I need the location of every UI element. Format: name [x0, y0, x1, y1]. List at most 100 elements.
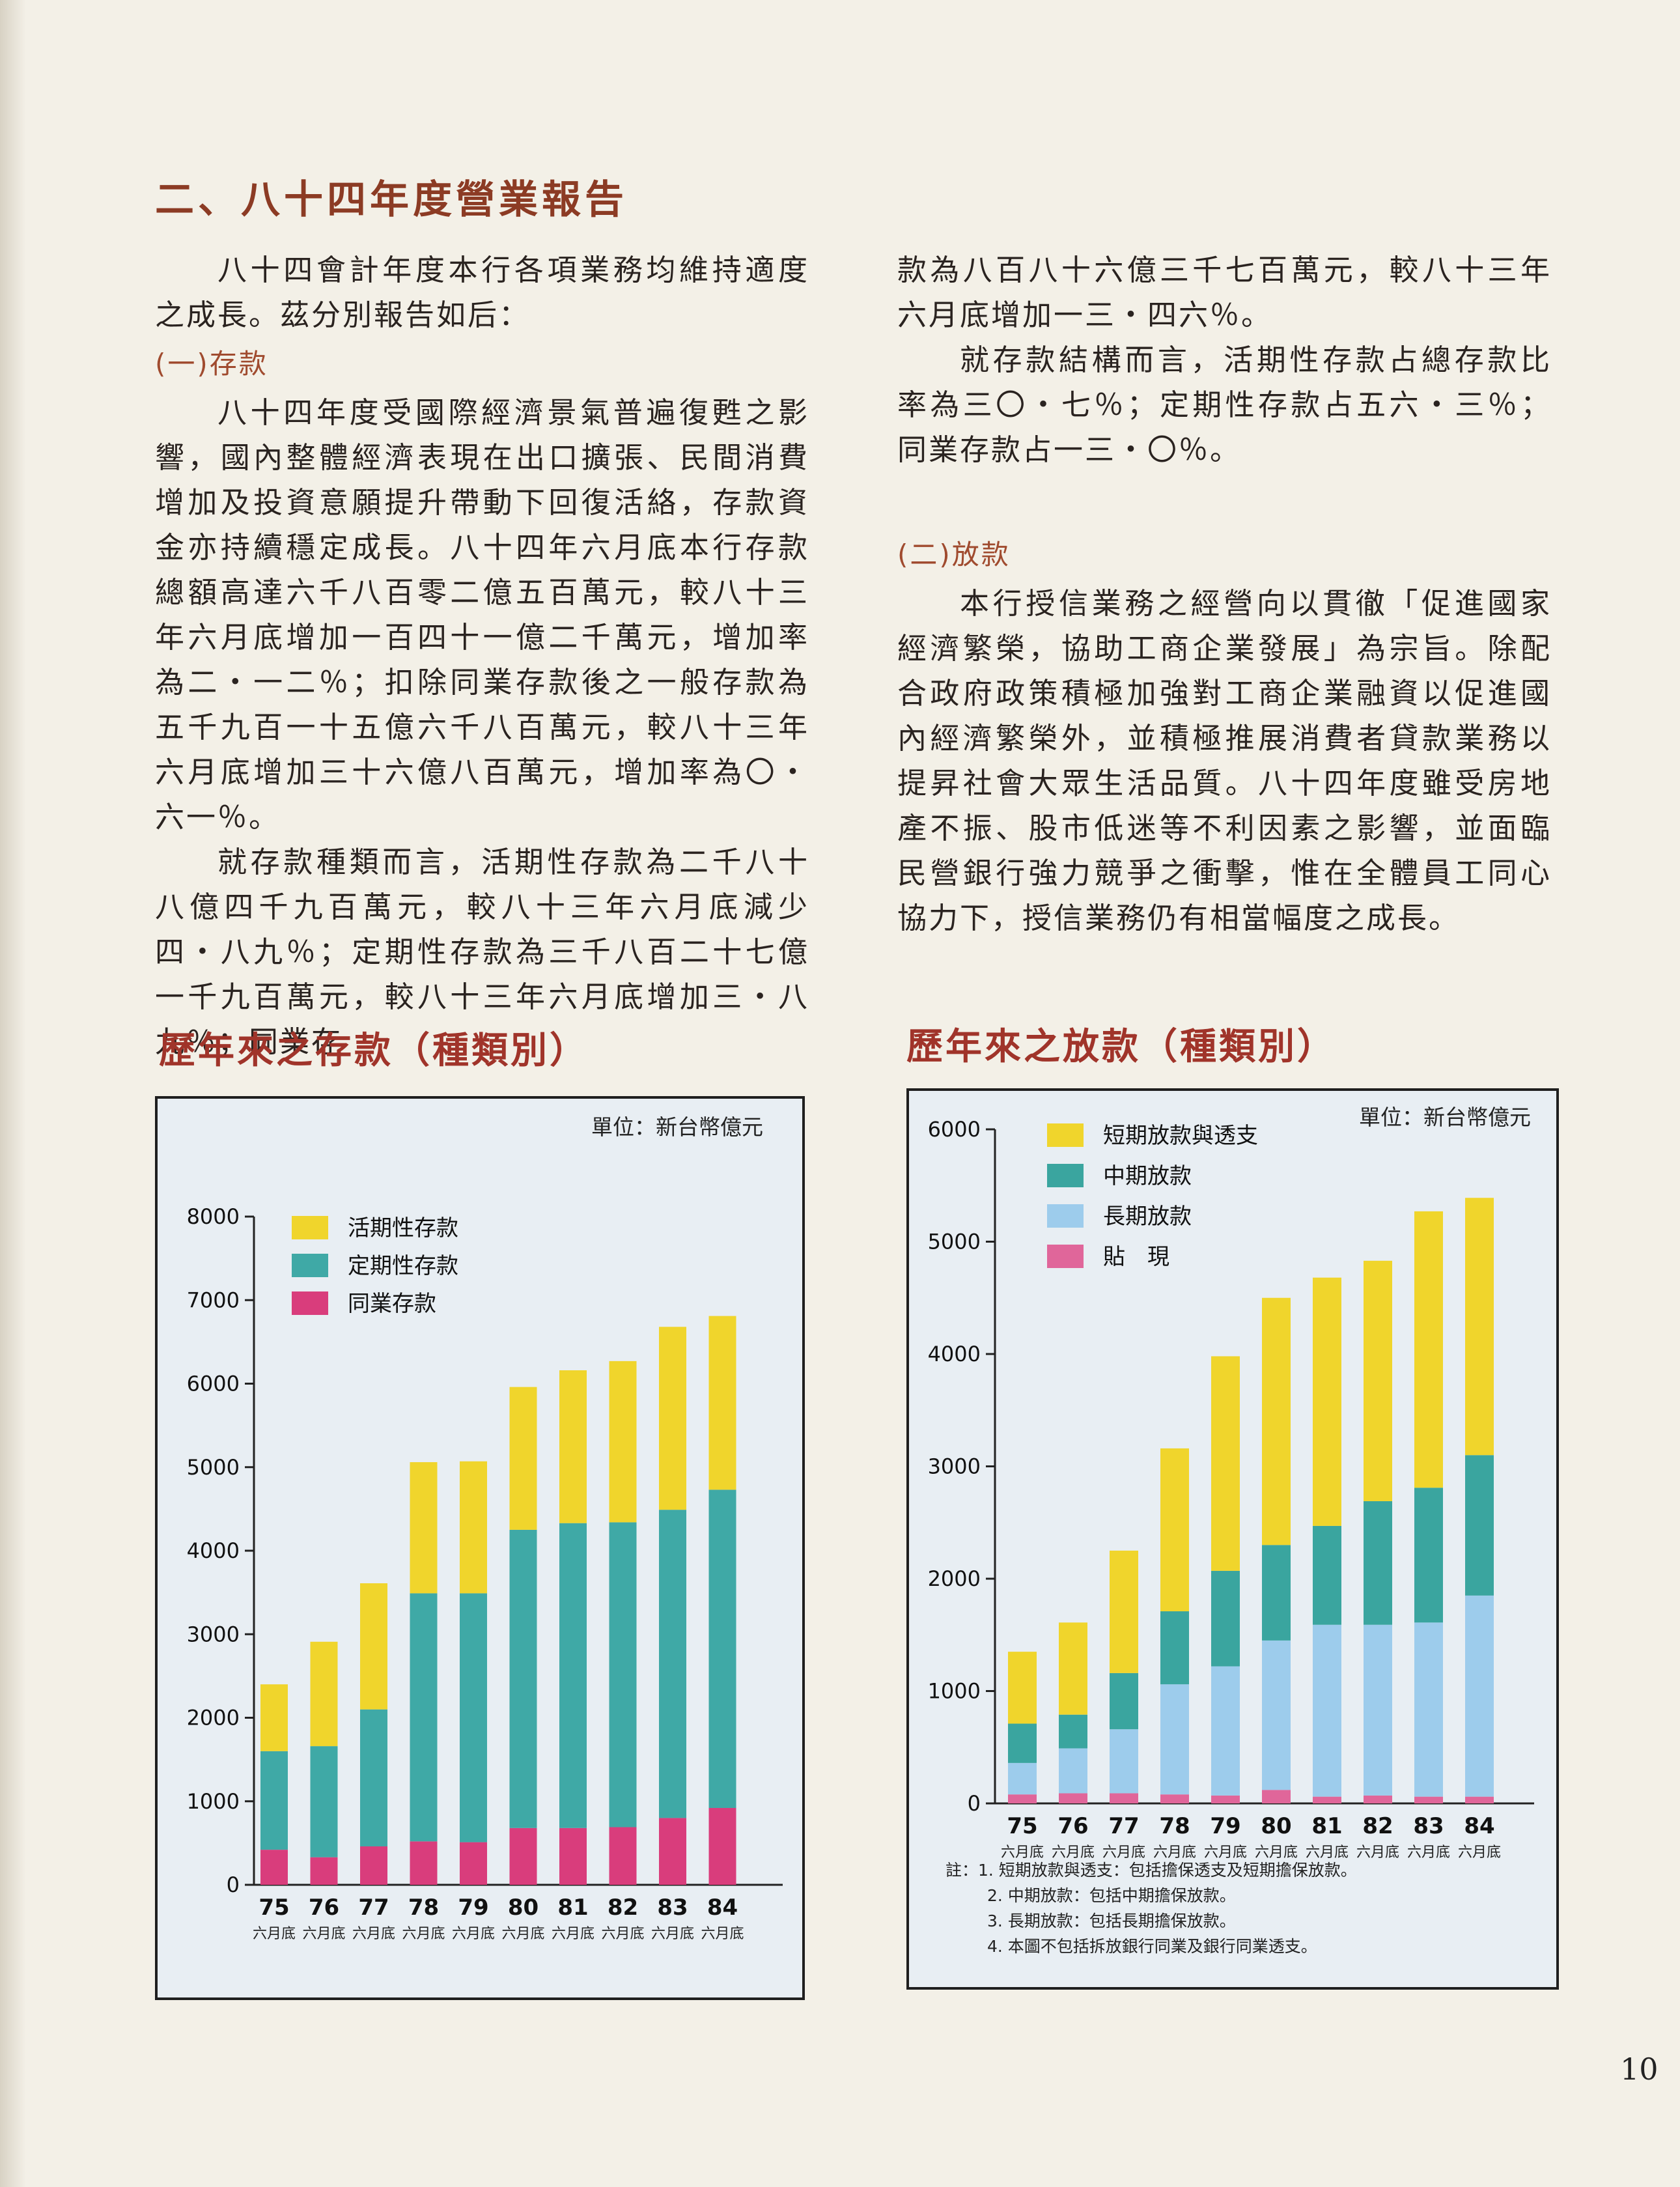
bar-segment [1211, 1795, 1240, 1803]
legend-swatch [292, 1216, 328, 1239]
deposit-subheading: (一)存款 [155, 348, 268, 380]
bar-segment [1160, 1684, 1189, 1795]
x-tick-label: 77 [358, 1895, 389, 1921]
intro-paragraph: 八十四會計年度本行各項業務均維持適度之成長。茲分別報告如后： [155, 253, 809, 332]
legend-label: 活期性存款 [348, 1215, 458, 1241]
deposit-chart-svg: 單位：新台幣億元 0 1000 2000 3000 4000 5000 6000 7000 800… [187, 1114, 783, 1942]
x-tick-sublabel: 六月底 [1153, 1844, 1196, 1861]
bar-segment [559, 1827, 587, 1885]
x-tick-sublabel: 六月底 [701, 1926, 744, 1942]
x-tick-sublabel: 六月底 [1407, 1844, 1450, 1861]
bar-segment [509, 1827, 537, 1885]
chart-note: 4. 本圖不包括拆放銀行同業及銀行同業透支。 [987, 1937, 1317, 1956]
bar-segment [1059, 1622, 1087, 1715]
bar-segment [410, 1593, 438, 1842]
left-text-column: 八十四會計年度本行各項業務均維持適度之成長。茲分別報告如后： (一)存款 八十四… [155, 247, 809, 1064]
x-tick-sublabel: 六月底 [1052, 1844, 1095, 1861]
page-number: 10 [1620, 2052, 1659, 2087]
bar-segment [1110, 1793, 1138, 1803]
loan-chart: 單位：新台幣億元 0 1000 2000 3000 4000 5000 6000 75 六月底 76… [906, 1088, 1559, 1990]
bar-segment [310, 1857, 338, 1885]
deposit-chart: 單位：新台幣億元 0 1000 2000 3000 4000 5000 6000 7000 800… [155, 1096, 805, 2000]
bar-segment [1414, 1488, 1443, 1623]
x-tick-sublabel: 六月底 [1001, 1844, 1044, 1861]
page-binding-shadow [0, 0, 26, 2187]
y-tick-label: 5000 [928, 1230, 981, 1254]
loan-chart-title: 歷年來之放款（種類別） [906, 1026, 1336, 1068]
bar-segment [1262, 1297, 1291, 1545]
x-tick-sublabel: 六月底 [1458, 1844, 1501, 1861]
y-tick-label: 8000 [187, 1204, 240, 1229]
x-tick-label: 81 [557, 1895, 588, 1921]
bar-segment [410, 1841, 438, 1885]
bar-segment [1211, 1356, 1240, 1571]
bar-segment [1008, 1762, 1037, 1795]
bar-segment [708, 1489, 736, 1809]
bar-segment [1059, 1714, 1087, 1749]
bar-segment [1008, 1652, 1037, 1724]
bar-segment [1110, 1550, 1138, 1673]
y-tick-label: 1000 [928, 1679, 981, 1704]
y-tick-label: 6000 [187, 1372, 240, 1396]
bar-segment [1211, 1666, 1240, 1796]
bar-segment [609, 1827, 637, 1885]
x-tick-sublabel: 六月底 [1306, 1844, 1349, 1861]
loan-subheading: (二)放款 [897, 539, 1011, 571]
bar-segment [1110, 1729, 1138, 1794]
x-tick-sublabel: 六月底 [1356, 1844, 1399, 1861]
bar-segment [460, 1842, 487, 1885]
x-tick-sublabel: 六月底 [1255, 1844, 1298, 1861]
x-tick-label: 77 [1108, 1813, 1139, 1839]
y-tick-label: 6000 [928, 1117, 981, 1142]
x-tick-sublabel: 六月底 [452, 1926, 495, 1942]
bar-segment [360, 1846, 387, 1885]
bar-segment [1364, 1501, 1392, 1625]
bar-segment [1160, 1794, 1189, 1803]
x-tick-sublabel: 六月底 [1204, 1844, 1247, 1861]
x-tick-label: 78 [408, 1895, 439, 1921]
x-tick-label: 76 [1057, 1813, 1088, 1839]
x-tick-label: 80 [1261, 1813, 1291, 1839]
bar-segment [1414, 1211, 1443, 1488]
deposit-paragraph-2: 就存款種類而言，活期性存款為二千八十八億四千九百萬元，較八十三年六月底減少四‧八… [155, 845, 809, 1059]
x-tick-sublabel: 六月底 [601, 1926, 644, 1942]
bar-segment [1313, 1277, 1341, 1526]
legend-label: 短期放款與透支 [1103, 1123, 1258, 1149]
bar-segment [1364, 1260, 1392, 1501]
chart-note: 3. 長期放款：包括長期擔保放款。 [987, 1912, 1236, 1930]
x-tick-sublabel: 六月底 [501, 1926, 544, 1942]
x-tick-label: 84 [1464, 1813, 1494, 1839]
bar-segment [1059, 1793, 1087, 1803]
bar-segment [460, 1593, 487, 1842]
bar-segment [460, 1461, 487, 1594]
legend-swatch [292, 1254, 328, 1277]
bar-segment [260, 1850, 288, 1885]
bar-segment [1262, 1640, 1291, 1790]
bar-segment [708, 1316, 736, 1490]
bar-segment [1059, 1748, 1087, 1794]
right-text-column: 款為八百八十六億三千七百萬元，較八十三年六月底增加一三‧四六％。 就存款結構而言… [897, 247, 1552, 940]
x-tick-label: 76 [309, 1895, 339, 1921]
x-tick-sublabel: 六月底 [651, 1926, 694, 1942]
y-tick-label: 4000 [187, 1538, 240, 1563]
x-tick-label: 82 [608, 1895, 638, 1921]
legend-swatch [292, 1291, 328, 1315]
x-tick-sublabel: 六月底 [1102, 1844, 1145, 1861]
y-tick-label: 5000 [187, 1455, 240, 1480]
chart-note: 2. 中期放款：包括中期擔保放款。 [987, 1886, 1236, 1905]
legend-label: 同業存款 [348, 1291, 436, 1317]
y-tick-label: 2000 [928, 1566, 981, 1591]
bar-segment [310, 1746, 338, 1857]
bar-segment [410, 1462, 438, 1594]
x-tick-sublabel: 六月底 [253, 1926, 296, 1942]
loan-paragraph: 本行授信業務之經營向以貫徹「促進國家經濟繁榮，協助工商企業發展」為宗旨。除配合政… [897, 586, 1552, 935]
legend-swatch [1047, 1245, 1084, 1268]
bar-segment [1414, 1622, 1443, 1797]
bar-segment [659, 1510, 686, 1818]
bar-segment [1262, 1790, 1291, 1803]
bar-segment [1364, 1624, 1392, 1796]
y-tick-label: 7000 [187, 1288, 240, 1312]
bar-segment [509, 1529, 537, 1828]
bar-segment [360, 1583, 387, 1710]
x-tick-label: 75 [1007, 1813, 1037, 1839]
